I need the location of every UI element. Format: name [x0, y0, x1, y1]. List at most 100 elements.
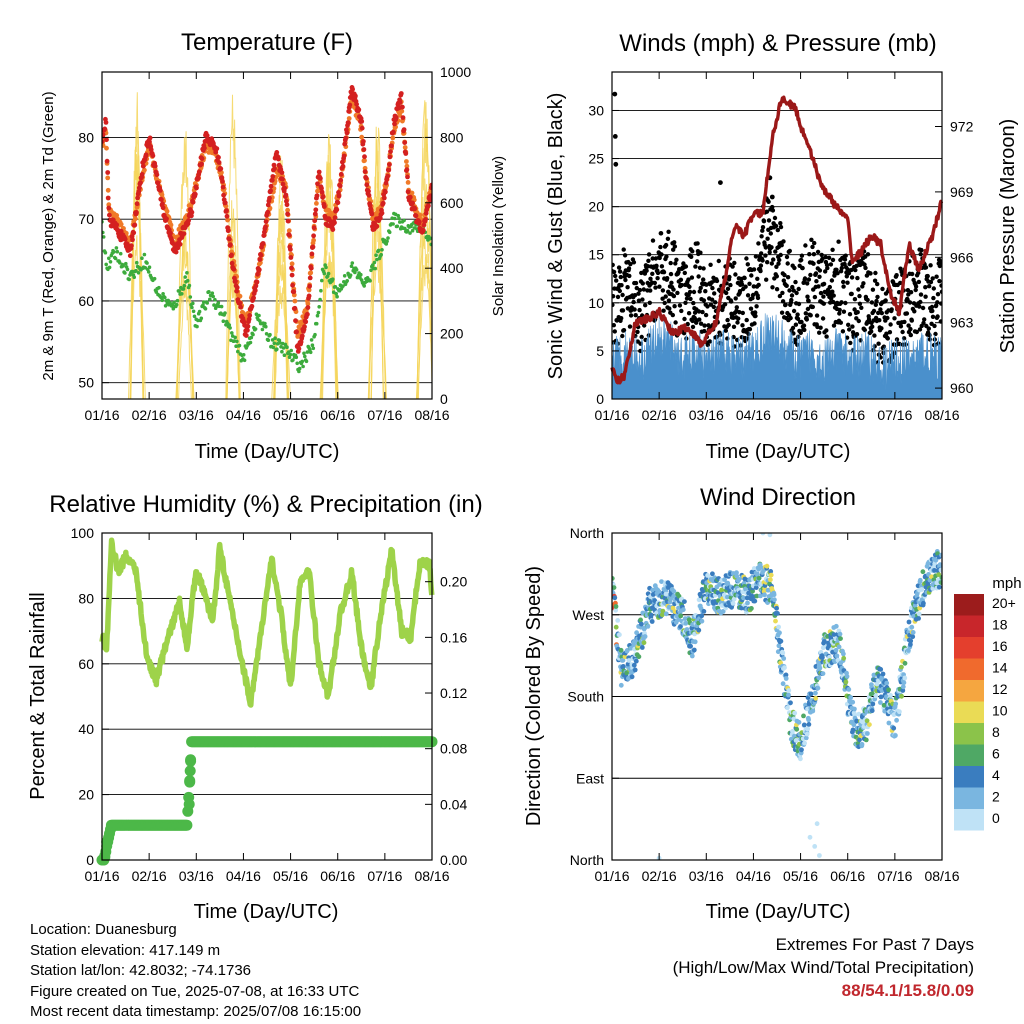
plot-frame — [101, 532, 433, 861]
gust-point — [830, 289, 835, 294]
direction-point — [634, 630, 639, 636]
gust-point — [620, 308, 626, 313]
direction-point — [916, 611, 922, 617]
gust-point — [744, 256, 749, 261]
y-tick-label: 80 — [78, 129, 94, 145]
temperature-9m-point — [306, 287, 312, 293]
temperature-2m-point — [366, 192, 372, 198]
dewpoint-point — [390, 216, 395, 220]
gust-point — [702, 323, 707, 328]
gust-point — [907, 300, 913, 305]
temperature-2m-point — [243, 333, 249, 338]
dewpoint-point — [260, 327, 265, 332]
gust-point — [660, 296, 665, 301]
gust-point — [660, 288, 666, 293]
temperature-2m-point — [131, 230, 137, 236]
gust-point — [788, 315, 793, 321]
precip-point — [185, 754, 197, 766]
temperature-9m-point — [225, 217, 231, 223]
temperature-9m-point — [311, 237, 316, 243]
station-location: Location: Duanesburg — [30, 921, 177, 938]
gust-point — [846, 322, 851, 327]
latest-timestamp: Most recent data timestamp: 2025/07/08 1… — [30, 1003, 362, 1020]
temperature-2m-point — [221, 192, 227, 198]
dewpoint-point — [190, 305, 194, 310]
direction-point — [867, 722, 872, 727]
dewpoint-point — [125, 267, 130, 272]
direction-point — [937, 562, 942, 568]
gust-point — [722, 302, 728, 307]
dewpoint-point — [102, 235, 106, 239]
gust-point — [870, 287, 876, 292]
temperature-2m-point — [220, 184, 226, 190]
direction-point — [620, 657, 626, 663]
direction-point — [814, 821, 820, 827]
legend-swatch — [954, 658, 984, 680]
temperature-2m-point — [237, 300, 243, 306]
temperature-2m-point — [229, 260, 235, 266]
dewpoint-point — [205, 301, 209, 305]
gust-point — [875, 294, 880, 300]
gust-point — [686, 277, 691, 282]
x-tick-label: 02/16 — [642, 407, 677, 423]
direction-point — [613, 624, 619, 630]
gust-point — [847, 312, 853, 317]
solar-trace — [320, 166, 338, 399]
temperature-2m-point — [263, 224, 268, 230]
x-tick-label: 03/16 — [179, 407, 214, 423]
gust-point — [922, 317, 927, 322]
gust-point — [659, 252, 664, 257]
gust-point — [614, 318, 620, 323]
dewpoint-point — [273, 336, 277, 341]
dewpoint-point — [123, 271, 127, 275]
direction-point — [777, 630, 782, 636]
gust-point — [683, 264, 689, 269]
gust-point — [637, 307, 642, 313]
gust-point — [769, 245, 774, 250]
direction-point — [612, 576, 615, 581]
gust-point — [898, 324, 904, 329]
gust-point — [868, 271, 873, 276]
dewpoint-point — [157, 285, 161, 290]
gust-point — [689, 254, 694, 259]
y-tick-label: North — [570, 852, 604, 868]
temperature-2m-point — [356, 107, 362, 113]
direction-point — [731, 596, 737, 602]
gust-point — [745, 262, 750, 267]
gust-point — [671, 293, 677, 299]
gust-point — [647, 300, 652, 305]
gust-point — [856, 318, 861, 324]
temperature-9m-point — [362, 158, 367, 164]
temperature-2m-point — [245, 327, 250, 333]
gust-point — [756, 282, 761, 288]
gust-point — [705, 342, 710, 348]
gust-point — [879, 310, 884, 316]
direction-point — [670, 605, 676, 611]
direction-point — [820, 655, 825, 660]
legend-label: 8 — [992, 724, 1000, 740]
direction-point — [782, 665, 787, 671]
x-tick-label: 04/16 — [226, 868, 261, 884]
direction-point — [768, 569, 774, 574]
temperature-2m-point — [140, 163, 146, 169]
temperature-2m-point — [181, 231, 187, 237]
gust-point — [781, 278, 786, 283]
gust-point — [811, 261, 816, 266]
y-tick-label: 70 — [78, 211, 94, 227]
dewpoint-point — [410, 228, 415, 233]
temperature-9m-point — [404, 159, 409, 164]
temperature-2m-point — [383, 180, 389, 186]
temperature-2m-point — [429, 182, 432, 188]
dewpoint-point — [334, 291, 339, 296]
direction-point — [894, 717, 899, 723]
gust-point — [666, 298, 672, 303]
direction-point — [678, 613, 684, 619]
gust-point — [831, 323, 837, 328]
gust-point — [749, 273, 754, 278]
dewpoint-point — [121, 264, 125, 268]
direction-point — [783, 672, 789, 678]
direction-point — [837, 631, 843, 637]
direction-point — [807, 834, 813, 840]
gust-point — [935, 300, 940, 305]
direction-point — [850, 699, 856, 705]
